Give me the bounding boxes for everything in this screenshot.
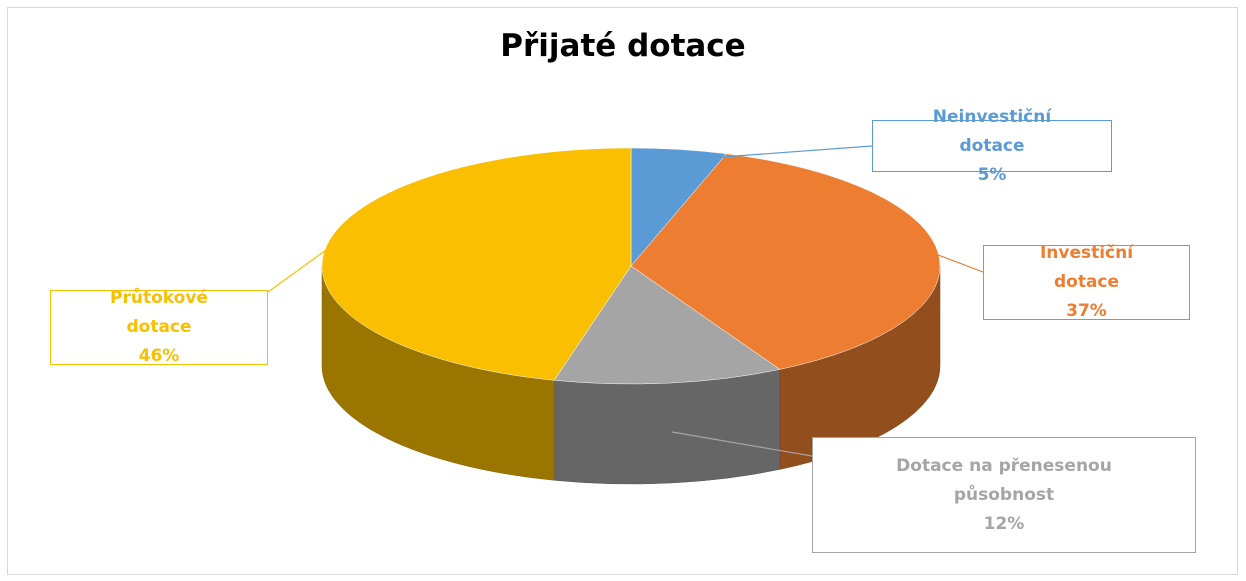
data-label-box: Průtokové dotace 46% (50, 288, 268, 366)
chart-title: Přijaté dotace (500, 28, 746, 64)
data-label-value: 37% (1066, 301, 1107, 321)
data-label-category: Dotace na přenesenou působnost (896, 455, 1112, 505)
slice-side (553, 369, 781, 485)
chart-frame (7, 7, 1238, 575)
leader-line (267, 244, 334, 293)
leader-line (707, 145, 873, 159)
data-label-box: Investiční dotace 37% (983, 243, 1190, 321)
data-label-category: Průtokové dotace (110, 288, 208, 337)
slice (553, 265, 781, 385)
data-label-category: Neinvestiční dotace (932, 106, 1052, 156)
data-label-value: 5% (977, 164, 1007, 185)
data-label-category: Investiční dotace (1039, 243, 1134, 292)
data-label-value: 46% (138, 346, 180, 366)
data-label-box: Neinvestiční dotace 5% (872, 107, 1112, 185)
leader-line (671, 431, 813, 457)
data-label-value: 12% (983, 513, 1025, 534)
data-label-box: Dotace na přenesenou působnost 12% (812, 437, 1196, 553)
leader-line (924, 249, 984, 273)
